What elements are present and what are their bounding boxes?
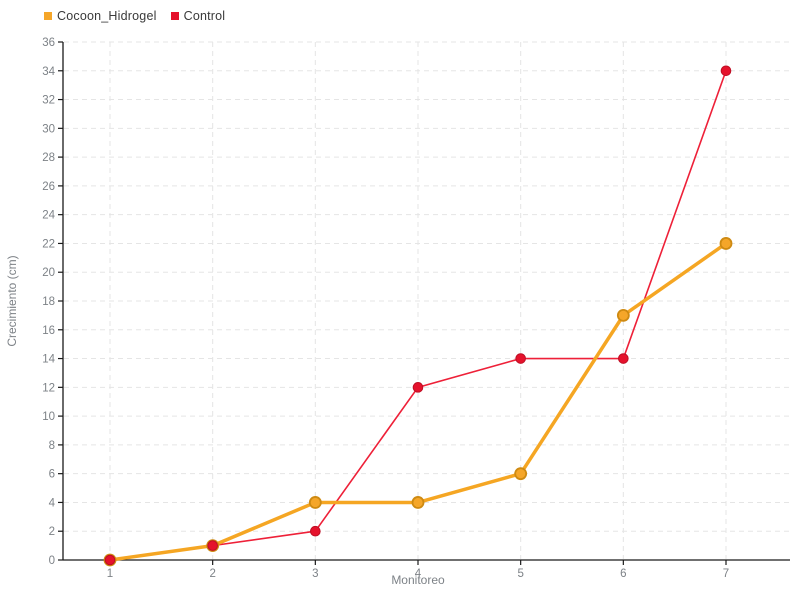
y-tick-label: 2	[49, 526, 55, 538]
data-point-cocoon_hidrogel	[719, 237, 733, 250]
x-tick-label: 5	[517, 568, 523, 580]
data-point-control	[104, 554, 116, 566]
data-point-control	[412, 382, 424, 393]
data-point-control	[720, 65, 732, 77]
y-tick-label: 12	[42, 382, 55, 394]
x-tick-label: 2	[209, 568, 215, 580]
data-point-cocoon_hidrogel	[514, 467, 528, 481]
y-tick-label: 16	[42, 325, 55, 337]
y-tick-label: 34	[42, 66, 55, 78]
y-tick-label: 10	[42, 411, 55, 423]
x-tick-label: 3	[312, 568, 318, 580]
y-tick-label: 26	[42, 181, 55, 193]
y-tick-label: 4	[49, 497, 56, 509]
y-tick-label: 30	[42, 123, 55, 135]
x-axis-label: Monitoreo	[391, 573, 445, 587]
legend-swatch-cocoon-hidrogel-icon	[44, 12, 52, 20]
data-point-control	[618, 353, 629, 364]
data-point-cocoon_hidrogel	[308, 496, 322, 509]
y-tick-label: 32	[42, 95, 55, 107]
legend-label-control: Control	[183, 9, 226, 23]
legend-item-cocoon-hidrogel[interactable]: Cocoon_Hidrogel	[44, 9, 157, 23]
y-tick-label: 8	[49, 440, 55, 452]
y-tick-label: 6	[49, 469, 55, 481]
data-point-control	[310, 525, 321, 537]
x-tick-label: 6	[620, 568, 626, 580]
legend-swatch-control-icon	[170, 12, 179, 20]
data-point-cocoon_hidrogel	[616, 308, 630, 322]
x-tick-label: 7	[723, 568, 729, 580]
x-tick-label: 4	[415, 568, 422, 580]
y-tick-label: 24	[42, 210, 55, 222]
data-point-control	[515, 353, 526, 364]
legend-item-control[interactable]: Control	[170, 9, 226, 23]
y-tick-label: 0	[49, 555, 55, 567]
y-tick-label: 20	[42, 267, 55, 279]
data-point-cocoon_hidrogel	[411, 496, 425, 509]
y-tick-label: 14	[42, 354, 55, 366]
y-tick-label: 22	[42, 238, 55, 250]
y-axis-label: Crecimiento (cm)	[5, 255, 19, 346]
x-tick-label: 1	[107, 568, 113, 580]
data-point-control	[207, 540, 218, 551]
y-tick-label: 18	[42, 296, 55, 308]
y-tick-label: 28	[42, 152, 55, 164]
legend: Cocoon_Hidrogel Control	[44, 9, 225, 23]
legend-label-cocoon-hidrogel: Cocoon_Hidrogel	[57, 9, 157, 23]
y-tick-label: 36	[42, 37, 55, 49]
